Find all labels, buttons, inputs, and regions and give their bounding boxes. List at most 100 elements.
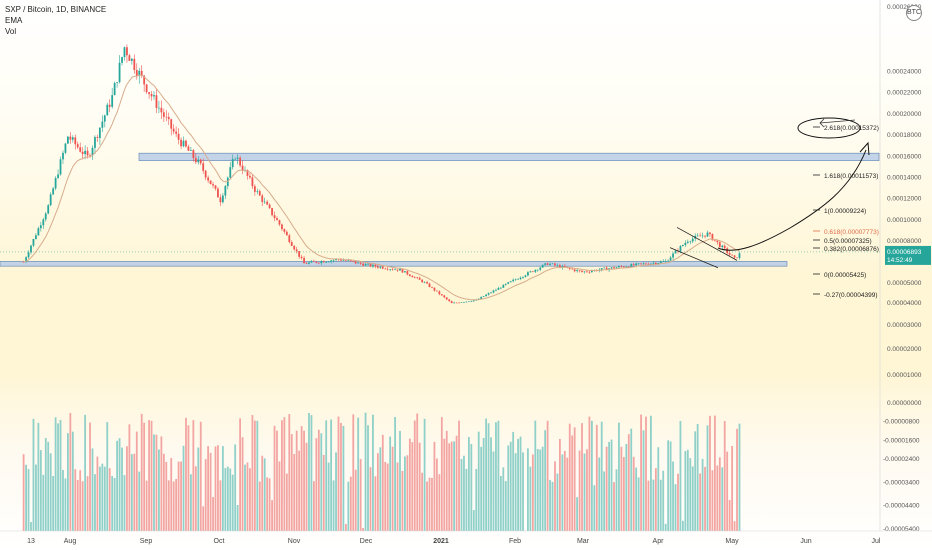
y-tick-label: 0.00024000 bbox=[887, 68, 922, 75]
candle-body bbox=[381, 266, 384, 269]
candle-body bbox=[421, 279, 424, 283]
candle-body bbox=[620, 266, 623, 267]
volume-bar bbox=[313, 481, 315, 531]
candle-body bbox=[140, 70, 143, 76]
volume-bar bbox=[367, 425, 369, 531]
volume-bar bbox=[428, 477, 431, 531]
currency-badge[interactable]: BTC bbox=[906, 5, 922, 21]
candle-body bbox=[699, 235, 702, 237]
volume-bar bbox=[595, 424, 598, 531]
volume-bar bbox=[76, 479, 79, 531]
volume-bar bbox=[391, 446, 394, 531]
volume-bar bbox=[27, 469, 30, 531]
candle-body bbox=[313, 261, 315, 262]
volume-bar bbox=[514, 453, 517, 531]
volume-bar bbox=[691, 466, 694, 531]
candle-body bbox=[632, 264, 635, 266]
candle-body bbox=[728, 253, 731, 255]
volume-bar bbox=[71, 431, 74, 531]
volume-bar bbox=[421, 472, 424, 531]
volume-bar bbox=[35, 464, 37, 531]
volume-bar bbox=[455, 435, 458, 531]
candle-body bbox=[209, 180, 212, 185]
fib-level-label: 0.382(0.00006876) bbox=[824, 246, 879, 253]
candle-body bbox=[214, 185, 217, 189]
candle-body bbox=[524, 275, 527, 277]
candle-body bbox=[167, 117, 170, 120]
candle-body bbox=[453, 302, 456, 304]
volume-bar bbox=[317, 429, 320, 531]
candle-body bbox=[450, 301, 453, 304]
volume-bar bbox=[69, 413, 72, 531]
volume-bar bbox=[315, 438, 318, 531]
candle-body bbox=[455, 302, 458, 304]
candle-body bbox=[517, 279, 519, 280]
volume-bar bbox=[694, 431, 697, 531]
volume-indicator-label[interactable]: Vol bbox=[5, 27, 17, 36]
volume-bar bbox=[364, 412, 367, 531]
candle-body bbox=[52, 188, 55, 195]
volume-bar bbox=[246, 462, 249, 531]
volume-bar bbox=[598, 457, 601, 531]
candle-body bbox=[182, 140, 185, 147]
candle-body bbox=[618, 266, 620, 268]
volume-bar bbox=[308, 413, 310, 531]
candle-body bbox=[627, 266, 630, 268]
volume-bar bbox=[103, 466, 106, 531]
candle-body bbox=[613, 267, 615, 269]
candle-body bbox=[463, 302, 465, 303]
x-tick-label: May bbox=[725, 538, 739, 545]
volume-bar bbox=[37, 422, 40, 531]
volume-bar bbox=[160, 436, 163, 531]
candle-body bbox=[172, 128, 175, 132]
volume-bar bbox=[458, 420, 460, 531]
y-tick-label: 0.00020000 bbox=[887, 111, 922, 118]
volume-bar bbox=[509, 441, 512, 531]
volume-bar bbox=[148, 420, 150, 531]
volume-bar bbox=[586, 449, 588, 531]
fib-level-label: -0.27(0.00004399) bbox=[824, 292, 878, 299]
y-tick-label: 0.00016000 bbox=[887, 153, 922, 160]
volume-bar bbox=[667, 440, 670, 531]
volume-bar bbox=[699, 473, 702, 531]
fib-level-label: 2.618(0.00015372) bbox=[824, 125, 879, 132]
volume-bar bbox=[44, 438, 47, 531]
candle-body bbox=[246, 170, 249, 176]
candle-body bbox=[433, 287, 436, 291]
candle-body bbox=[723, 245, 726, 249]
volume-bar bbox=[288, 414, 291, 531]
candle-body bbox=[231, 159, 234, 168]
candle-body bbox=[394, 269, 396, 271]
candle-body bbox=[308, 262, 310, 264]
candle-body bbox=[330, 260, 333, 262]
candle-body bbox=[522, 276, 524, 278]
candle-body bbox=[578, 270, 581, 271]
volume-bar bbox=[224, 468, 227, 531]
candle-body bbox=[487, 293, 490, 295]
volume-bar bbox=[396, 462, 399, 531]
volume-bar bbox=[344, 523, 347, 531]
volume-bar bbox=[145, 480, 148, 531]
volume-bar bbox=[645, 416, 647, 531]
volume-bar bbox=[416, 413, 419, 531]
candle-body bbox=[654, 262, 657, 265]
y-tick-label: 0.00022000 bbox=[887, 90, 922, 97]
ema-indicator-label[interactable]: EMA bbox=[5, 16, 23, 25]
y-volume-tick-label: -0.00003400 bbox=[883, 479, 920, 486]
candle-body bbox=[35, 235, 37, 239]
candle-body bbox=[406, 271, 409, 275]
volume-bar bbox=[221, 446, 224, 531]
volume-bar bbox=[244, 464, 246, 531]
volume-bar bbox=[563, 450, 566, 531]
ellipse-arrow-icon bbox=[819, 118, 856, 128]
candle-body bbox=[615, 267, 618, 269]
volume-bar bbox=[561, 454, 564, 531]
volume-bar bbox=[283, 417, 286, 531]
candle-body bbox=[148, 92, 150, 94]
volume-bar bbox=[236, 504, 239, 531]
candle-body bbox=[91, 147, 94, 156]
candle-body bbox=[89, 155, 91, 156]
candle-body bbox=[293, 245, 296, 250]
